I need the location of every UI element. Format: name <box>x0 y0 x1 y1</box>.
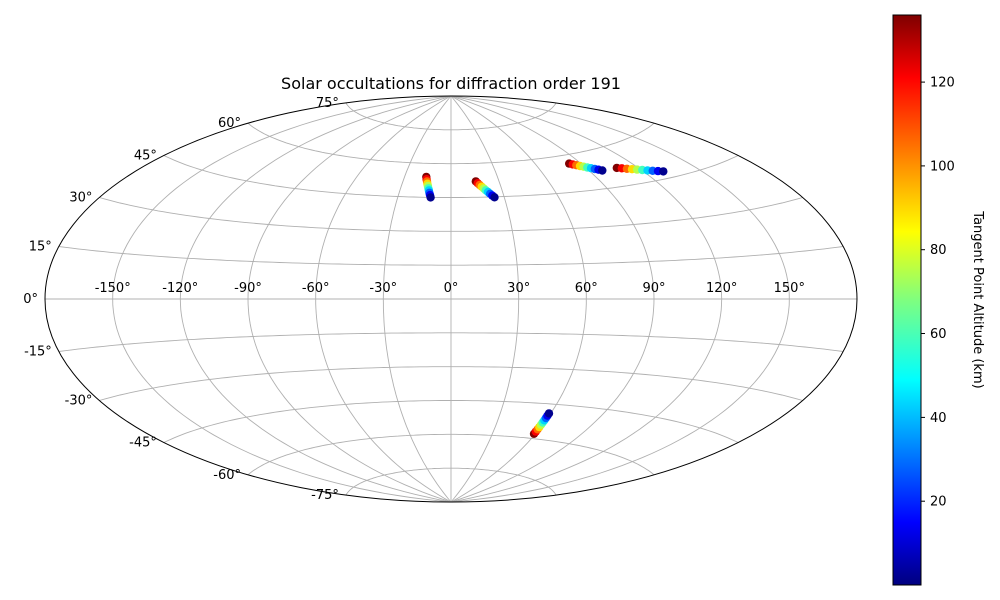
lat-tick-label: 30° <box>69 191 92 206</box>
lat-tick-label: -45° <box>129 436 157 451</box>
lon-tick-label: 60° <box>575 281 598 296</box>
chart-title: Solar occultations for diffraction order… <box>281 74 621 93</box>
parallel-line <box>58 246 844 266</box>
colorbar-tick-label: 80 <box>930 243 947 258</box>
colorbar-tick-label: 20 <box>930 495 947 510</box>
lon-tick-label: 120° <box>706 281 737 296</box>
colorbar-tick-label: 100 <box>930 159 955 174</box>
colorbar: 20 40 60 80 100 120 Tangent Point Altitude (k… <box>892 14 985 586</box>
colorbar-tick-label: 120 <box>930 76 955 91</box>
lat-tick-label: -15° <box>24 345 52 360</box>
occultation-point <box>426 193 435 202</box>
longitude-tick-labels: -150° -120° -90° -60° -30° 0° 30° 60° 90° 120° 150… <box>95 281 805 296</box>
occultation-points <box>422 159 668 438</box>
colorbar-tick-label: 60 <box>930 327 947 342</box>
lon-tick-label: 90° <box>642 281 665 296</box>
latitude-tick-labels: 75° 60° 45° 30° 15° 0° -15° -30° -45° -60° -75° <box>23 96 339 503</box>
lon-tick-label: -120° <box>162 281 198 296</box>
occultation-point <box>490 193 499 202</box>
colorbar-label: Tangent Point Altitude (km) <box>970 210 985 388</box>
map-boundary <box>44 95 858 503</box>
lat-tick-label: -75° <box>311 488 339 503</box>
parallel-line <box>247 433 655 476</box>
parallel-line <box>99 366 803 401</box>
parallel-line <box>99 197 803 232</box>
lat-tick-label: 0° <box>23 292 38 307</box>
colorbar-ticks: 20 40 60 80 100 120 <box>921 76 955 510</box>
parallel-line <box>58 332 844 352</box>
lon-tick-label: 150° <box>774 281 805 296</box>
colorbar-gradient <box>892 14 922 586</box>
lat-tick-label: -60° <box>213 468 241 483</box>
lat-tick-label: 45° <box>134 149 157 164</box>
lat-tick-label: 75° <box>316 96 339 111</box>
lat-tick-label: 60° <box>218 116 241 131</box>
lat-tick-label: -30° <box>65 394 93 409</box>
lon-tick-label: -90° <box>234 281 262 296</box>
lon-tick-label: -60° <box>302 281 330 296</box>
parallel-line <box>163 400 739 443</box>
map-gridlines <box>45 96 857 502</box>
lat-tick-label: 15° <box>29 240 52 255</box>
occultation-point <box>659 167 668 176</box>
parallel-line <box>345 467 557 496</box>
lon-tick-label: 30° <box>507 281 530 296</box>
lon-tick-label: -30° <box>369 281 397 296</box>
parallel-line <box>247 122 655 165</box>
occultation-point <box>598 166 607 175</box>
parallel-line <box>163 155 739 198</box>
lon-tick-label: -150° <box>95 281 131 296</box>
parallel-line <box>345 102 557 131</box>
colorbar-tick-label: 40 <box>930 411 947 426</box>
lon-tick-label: 0° <box>444 281 459 296</box>
occultation-point <box>544 409 554 418</box>
